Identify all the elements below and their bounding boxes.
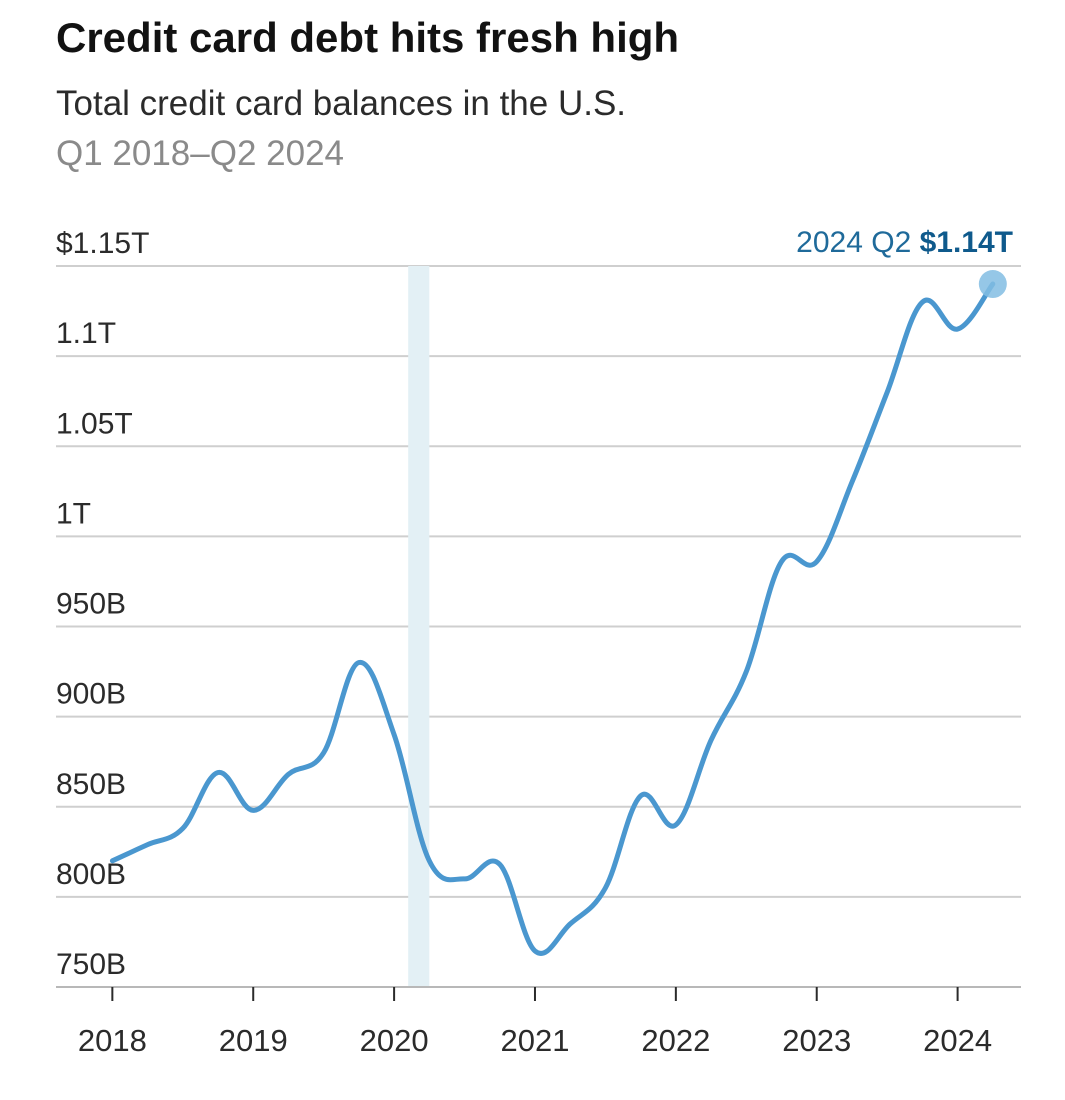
y-tick-label: 950B [56, 588, 126, 621]
latest-value-dot [978, 270, 1007, 299]
x-tick-label: 2018 [78, 1023, 147, 1058]
data-point [603, 885, 608, 890]
x-axis [56, 986, 1021, 1001]
gridlines [56, 265, 1021, 898]
data-point [145, 842, 150, 847]
x-tick-label: 2022 [641, 1023, 710, 1058]
x-tick-label: 2023 [782, 1023, 851, 1058]
x-tick-label: 2020 [360, 1023, 429, 1058]
recession-highlight-band [408, 266, 430, 987]
data-point [709, 738, 714, 743]
y-tick-label: 1T [56, 497, 91, 530]
data-point [638, 793, 643, 798]
data-point [356, 660, 361, 665]
series-line-layer [109, 281, 996, 956]
y-tick-label: 1.1T [56, 317, 116, 350]
data-point [497, 862, 502, 867]
data-point [779, 559, 784, 564]
data-point [885, 390, 890, 395]
data-point [673, 822, 678, 827]
x-tick-label: 2024 [923, 1023, 992, 1058]
highlight-band-layer [408, 266, 430, 987]
latest-value-annotation: 2024 Q2 $1.14T [796, 226, 1013, 259]
data-point [532, 948, 537, 953]
data-point [427, 858, 432, 863]
credit-card-balance-line [109, 281, 996, 956]
data-point [216, 770, 221, 775]
data-point [849, 480, 854, 485]
y-tick-label: 850B [56, 768, 126, 801]
date-range: Q1 2018–Q2 2024 [56, 134, 345, 173]
data-point [568, 921, 573, 926]
annotation-value: $1.14T [920, 226, 1013, 259]
y-tick-label: 750B [56, 948, 126, 981]
data-point [744, 669, 749, 674]
x-tick-label: 2019 [219, 1023, 288, 1058]
y-tick-label: 900B [56, 678, 126, 711]
x-axis-labels: 2018 2019 2020 2021 2022 2023 2024 [78, 1023, 992, 1058]
chart-subtitle: Total credit card balances in the U.S. [56, 84, 627, 123]
annotation-layer: 2024 Q2 $1.14T [796, 226, 1013, 299]
y-tick-label: $1.15T [56, 227, 149, 260]
x-tick-label: 2021 [500, 1023, 569, 1058]
data-point [462, 876, 467, 881]
chart-title: Credit card debt hits fresh high [56, 14, 680, 61]
annotation-period: 2024 Q2 [796, 226, 919, 259]
y-axis-labels: $1.15T 1.1T 1.05T 1T 950B 900B 850B 800B 750B [56, 227, 149, 981]
data-point [286, 772, 291, 777]
data-point [251, 808, 256, 813]
y-tick-label: 1.05T [56, 407, 133, 440]
data-point [321, 750, 326, 755]
data-point [110, 858, 115, 863]
y-tick-label: 800B [56, 858, 126, 891]
data-point [180, 826, 185, 831]
data-point [920, 300, 925, 305]
data-point [392, 732, 397, 737]
data-point [955, 327, 960, 332]
data-point [814, 559, 819, 564]
